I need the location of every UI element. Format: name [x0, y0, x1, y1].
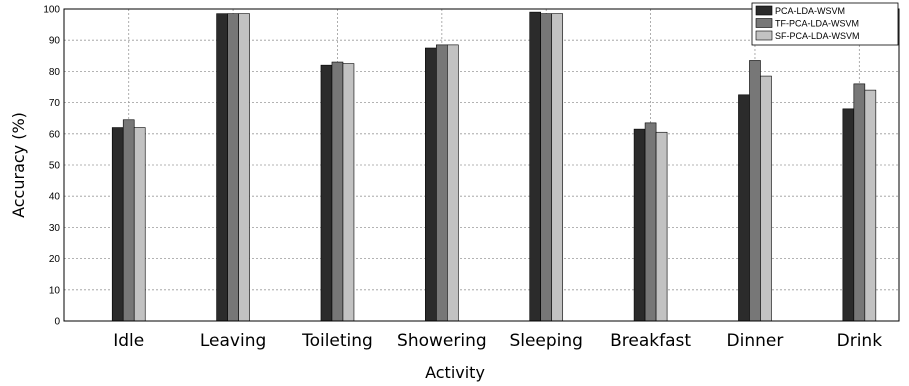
bar-sleeping-series-2: [540, 13, 553, 322]
bar-idle-series-1: [111, 127, 124, 322]
bar-breakfast-series-3: [655, 131, 668, 322]
bar-dinner-series-1: [738, 94, 750, 322]
legend-swatch: [755, 5, 773, 16]
bar-dinner-series-3: [760, 75, 772, 322]
y-tick-label: 0: [54, 317, 60, 328]
y-tick-label: 70: [49, 98, 61, 109]
bar-toileting-series-2: [331, 61, 344, 322]
bar-showering-series-2: [436, 44, 448, 322]
x-tick-label: Breakfast: [610, 331, 691, 351]
x-tick-label: Showering: [397, 331, 487, 351]
bar-toileting-series-1: [320, 64, 333, 322]
bar-drink-series-2: [853, 83, 866, 322]
y-tick-label: 50: [49, 161, 61, 172]
bar-showering-series-1: [425, 47, 437, 322]
bar-breakfast-series-1: [633, 128, 646, 322]
legend-label: SF-PCA-LDA-WSVM: [775, 31, 860, 41]
y-tick-label: 100: [43, 5, 60, 16]
bar-idle-series-2: [122, 119, 135, 322]
y-tick-label: 40: [49, 192, 61, 203]
x-tick-label: Sleeping: [509, 331, 583, 351]
legend-label: TF-PCA-LDA-WSVM: [775, 19, 859, 29]
bar-drink-series-1: [842, 108, 855, 322]
bar-drink-series-3: [864, 89, 877, 322]
x-tick-label: Idle: [113, 331, 144, 351]
bars: [111, 11, 877, 322]
y-tick-labels: 0 10 20 30 40 50 60 70 80 90 100: [43, 5, 60, 328]
bar-toileting-series-3: [342, 63, 355, 322]
x-tick-label: Leaving: [200, 331, 266, 351]
x-axis-title: Activity: [425, 363, 485, 382]
y-axis-title: Accuracy (%): [9, 112, 28, 218]
bar-breakfast-series-2: [644, 122, 657, 322]
y-tick-label: 20: [49, 254, 61, 265]
y-tick-label: 60: [49, 129, 61, 140]
legend-swatch: [755, 18, 773, 28]
bar-sleeping-series-3: [551, 13, 564, 322]
legend-label: PCA-LDA-WSVM: [775, 6, 845, 16]
legend: PCA-LDA-WSVM TF-PCA-LDA-WSVM SF-PCA-LDA-WS…: [751, 2, 899, 46]
y-tick-label: 80: [49, 67, 61, 78]
bar-leaving-series-1: [216, 13, 228, 322]
y-tick-label: 10: [49, 285, 61, 296]
bar-dinner-series-2: [749, 60, 761, 322]
plot-frame: [63, 8, 900, 322]
y-tick-label: 30: [49, 223, 61, 234]
bar-leaving-series-3: [238, 13, 250, 322]
bar-idle-series-3: [133, 127, 146, 322]
bar-sleeping-series-1: [529, 11, 542, 322]
x-tick-labels: Idle Leaving Toileting Showering Sleeping Bre…: [113, 331, 882, 351]
y-tick-label: 90: [49, 36, 61, 47]
x-tick-label: Dinner: [727, 331, 784, 351]
x-tick-label: Toileting: [301, 331, 373, 351]
x-tick-label: Drink: [837, 331, 883, 351]
bar-leaving-series-2: [227, 13, 239, 322]
legend-swatch: [755, 30, 773, 41]
bar-showering-series-3: [447, 44, 459, 322]
legend-box: [751, 2, 899, 46]
